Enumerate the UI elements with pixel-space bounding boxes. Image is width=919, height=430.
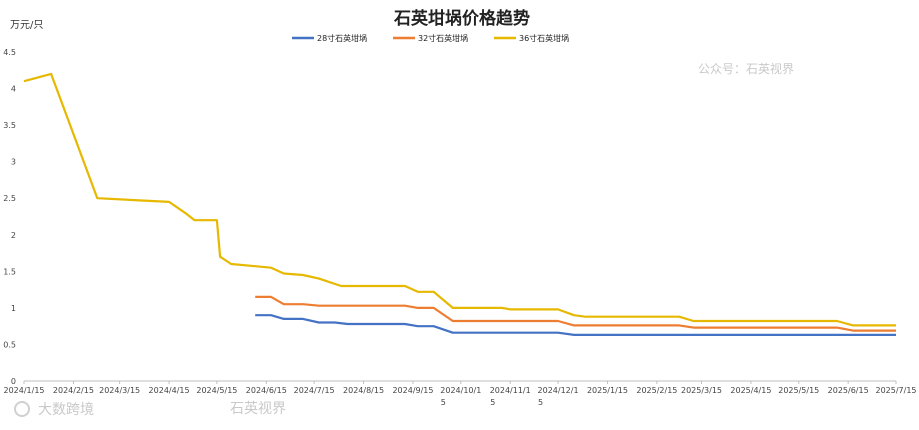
x-tick-label: 2024/2/15 bbox=[53, 386, 94, 395]
x-tick-label: 2024/4/15 bbox=[149, 386, 190, 395]
y-tick-label: 0 bbox=[11, 377, 16, 386]
y-tick-label: 4 bbox=[11, 85, 16, 94]
x-tick-label: 2024/6/15 bbox=[246, 386, 287, 395]
chart-title: 石英坩埚价格趋势 bbox=[393, 8, 530, 29]
y-axis-unit-label: 万元/只 bbox=[10, 20, 43, 31]
x-tick-label: 2024/11/1 bbox=[490, 386, 531, 395]
y-axis-ticks: 0 0.5 1 1.5 2 2.5 3 3.5 4 4.5 bbox=[3, 48, 16, 386]
x-tick-label: 2025/2/15 bbox=[636, 386, 677, 395]
x-tick-label: 2025/6/15 bbox=[828, 386, 869, 395]
x-tick-label: 2025/7/15 bbox=[875, 386, 916, 395]
x-tick-label: 2024/12/1 bbox=[538, 386, 579, 395]
x-tick-label: 2025/4/15 bbox=[730, 386, 771, 395]
y-tick-label: 3.5 bbox=[3, 121, 16, 130]
series-line-3 bbox=[23, 72, 896, 327]
x-tick-label: 2024/3/15 bbox=[99, 386, 140, 395]
y-tick-label: 4.5 bbox=[3, 48, 16, 57]
watermark-official-account: 公众号：石英视界 bbox=[698, 61, 794, 76]
legend-label: 28寸石英坩埚 bbox=[317, 33, 367, 43]
series-lines bbox=[23, 72, 896, 336]
watermark-logo-group: 大数跨境 bbox=[14, 401, 94, 418]
x-tick-label: 2024/9/15 bbox=[392, 386, 433, 395]
watermark-site: 石英视界 bbox=[230, 400, 286, 417]
y-tick-label: 1.5 bbox=[3, 267, 16, 276]
x-axis-ticks: 2024/1/15 2024/2/15 2024/3/15 2024/4/15 2024… bbox=[3, 381, 917, 407]
x-tick-label: 2025/3/15 bbox=[681, 386, 722, 395]
watermark-brand: 大数跨境 bbox=[38, 402, 94, 418]
y-tick-label: 0.5 bbox=[3, 340, 16, 349]
series-line-2 bbox=[255, 295, 896, 332]
y-tick-label: 1 bbox=[11, 304, 16, 313]
y-tick-label: 2 bbox=[11, 231, 16, 240]
legend: 28寸石英坩埚 32寸石英坩埚 36寸石英坩埚 bbox=[292, 33, 569, 43]
x-tick-label: 2024/1/15 bbox=[3, 386, 44, 395]
x-tick-label: 2024/10/1 bbox=[440, 386, 481, 395]
x-tick-label: 5 bbox=[490, 398, 495, 407]
y-tick-label: 3 bbox=[11, 158, 16, 167]
x-tick-label: 2024/7/15 bbox=[294, 386, 335, 395]
x-tick-label: 2025/5/15 bbox=[778, 386, 819, 395]
x-tick-label: 2025/1/15 bbox=[587, 386, 628, 395]
series-line-1 bbox=[255, 314, 896, 336]
legend-label: 36寸石英坩埚 bbox=[519, 33, 569, 43]
x-tick-label: 5 bbox=[538, 398, 543, 407]
y-tick-label: 2.5 bbox=[3, 194, 16, 203]
watermark-logo-icon bbox=[14, 401, 30, 417]
legend-label: 32寸石英坩埚 bbox=[418, 33, 468, 43]
x-tick-label: 5 bbox=[441, 398, 446, 407]
x-tick-label: 2024/8/15 bbox=[343, 386, 384, 395]
x-tick-label: 2024/5/15 bbox=[196, 386, 237, 395]
